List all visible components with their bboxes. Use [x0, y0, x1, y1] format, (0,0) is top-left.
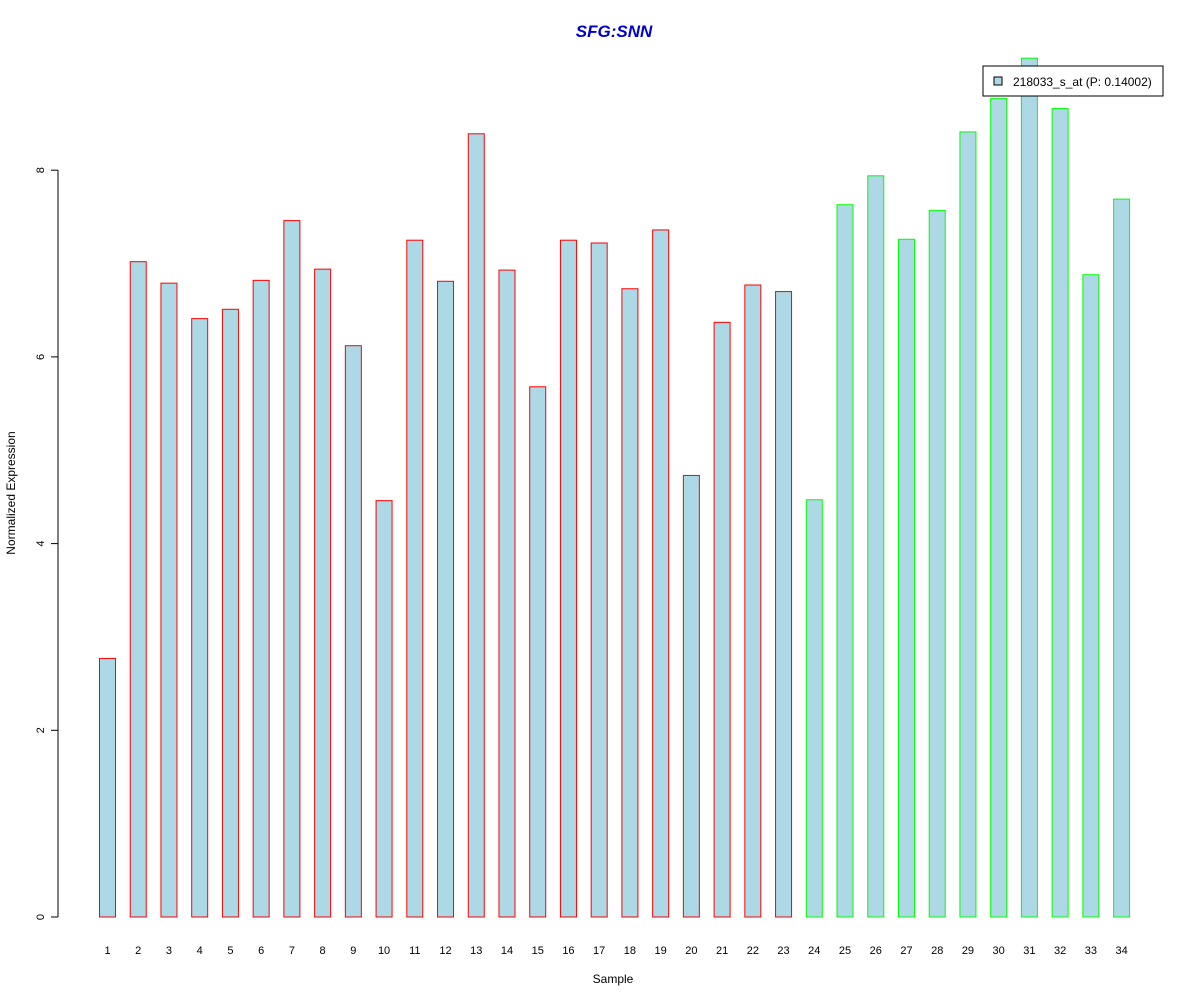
y-tick-label: 4 [35, 541, 47, 547]
x-tick-label: 4 [197, 945, 203, 957]
bar [344, 345, 362, 918]
bar [529, 386, 547, 918]
bar [652, 229, 670, 918]
x-tick-label: 21 [716, 945, 728, 957]
bar [467, 133, 485, 918]
x-tick-label: 6 [258, 945, 264, 957]
bar [437, 280, 455, 918]
bar [836, 204, 854, 918]
bar [1020, 57, 1038, 918]
y-tick-label: 8 [35, 167, 47, 173]
x-tick-label: 1 [104, 945, 110, 957]
bar [897, 238, 915, 918]
x-tick-label: 27 [900, 945, 912, 957]
bar [867, 175, 885, 918]
bar [682, 474, 700, 918]
x-tick-label: 5 [227, 945, 233, 957]
chart-title: SFG:SNN [576, 22, 653, 41]
x-tick-label: 17 [593, 945, 605, 957]
x-tick-label: 15 [532, 945, 544, 957]
x-tick-label: 32 [1054, 945, 1066, 957]
x-tick-label: 18 [624, 945, 636, 957]
bar [314, 268, 332, 918]
x-tick-label: 7 [289, 945, 295, 957]
bar [191, 318, 209, 918]
x-axis-label: Sample [593, 972, 634, 986]
x-tick-label: 14 [501, 945, 513, 957]
x-tick-label: 11 [409, 945, 420, 957]
bar [775, 291, 793, 918]
x-tick-label: 24 [808, 945, 820, 957]
bar [221, 308, 239, 918]
bar [1082, 274, 1100, 918]
bar [375, 500, 393, 918]
bar [805, 499, 823, 918]
y-axis: 0 2 4 6 8 [35, 167, 59, 920]
x-tick-label: 33 [1085, 945, 1097, 957]
bar [990, 97, 1008, 918]
x-tick-label: 34 [1115, 945, 1127, 957]
x-tick-label: 25 [839, 945, 851, 957]
bar [590, 242, 608, 918]
x-tick-label: 26 [870, 945, 882, 957]
legend-swatch [993, 76, 1003, 86]
bar [959, 131, 977, 918]
bar [621, 288, 639, 918]
legend-box [982, 65, 1164, 97]
x-tick-label: 31 [1023, 945, 1035, 957]
bar [252, 279, 270, 918]
x-tick-label: 2 [135, 945, 141, 957]
x-tick-labels: 1 2 3 4 5 6 7 8 9 10 11 12 13 14 15 16 17 18 19 20 21 22 23 24 2… [104, 945, 1127, 957]
bar [99, 657, 116, 918]
y-tick-label: 2 [35, 727, 47, 733]
x-tick-label: 22 [747, 945, 759, 957]
legend-label: 218033_s_at (P: 0.14002) [1013, 75, 1152, 89]
y-axis-label: Normalized Expression [4, 431, 18, 554]
bar [283, 220, 301, 918]
x-tick-label: 10 [378, 945, 390, 957]
bar [928, 209, 946, 918]
y-tick-label: 0 [35, 914, 47, 920]
x-tick-label: 16 [562, 945, 574, 957]
bars-group [99, 57, 1131, 918]
x-tick-label: 13 [470, 945, 482, 957]
x-tick-label: 9 [350, 945, 356, 957]
bar [744, 284, 762, 918]
x-tick-label: 12 [439, 945, 451, 957]
bar [559, 239, 577, 918]
bar [406, 239, 424, 918]
y-tick-label: 6 [35, 354, 47, 360]
x-tick-label: 29 [962, 945, 974, 957]
x-tick-label: 19 [655, 945, 667, 957]
bar [713, 321, 731, 918]
x-tick-label: 20 [685, 945, 697, 957]
bar [160, 282, 178, 918]
x-tick-label: 3 [166, 945, 172, 957]
x-tick-label: 30 [993, 945, 1005, 957]
bar [1051, 108, 1069, 918]
x-tick-label: 8 [320, 945, 326, 957]
bar [129, 261, 147, 918]
bar [498, 269, 516, 918]
x-tick-label: 23 [777, 945, 789, 957]
legend: 218033_s_at (P: 0.14002) [982, 65, 1164, 97]
x-tick-label: 28 [931, 945, 943, 957]
bar [1113, 198, 1131, 918]
